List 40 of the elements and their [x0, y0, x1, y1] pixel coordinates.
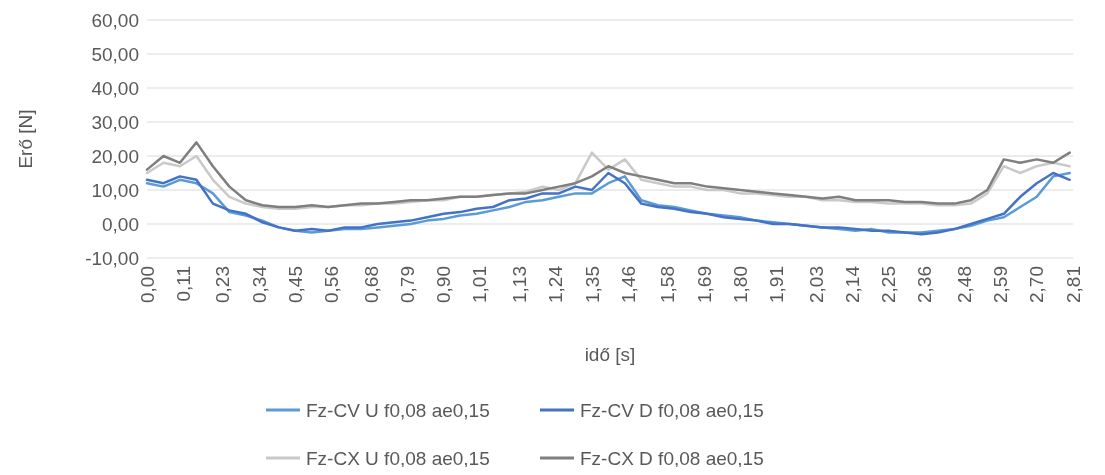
x-tick-label: 1,69 [693, 266, 715, 303]
x-tick-label: 1,35 [581, 266, 603, 303]
x-tick-label: 2,59 [990, 266, 1012, 303]
y-tick-label: 50,00 [91, 43, 139, 65]
x-tick-label: 0,90 [433, 266, 455, 303]
y-tick-label: 20,00 [91, 145, 139, 167]
legend-label: Fz-CX D f0,08 ae0,15 [580, 447, 764, 469]
x-tick-label: 2,25 [878, 266, 900, 303]
x-tick-label: 0,34 [248, 265, 270, 303]
y-tick-label: 40,00 [91, 77, 139, 99]
x-tick-label: 1,80 [729, 266, 751, 303]
y-tick-label: 30,00 [91, 111, 139, 133]
x-tick-label: 0,56 [321, 266, 343, 303]
x-tick-label: 2,81 [1062, 266, 1084, 303]
x-tick-label: 0,23 [212, 266, 234, 303]
x-tick-label: 0,79 [396, 266, 418, 303]
x-tick-label: 2,14 [841, 265, 863, 303]
x-tick-label: 1,24 [545, 265, 567, 303]
x-tick-label: 0,68 [360, 266, 382, 303]
legend-label: Fz-CX U f0,08 ae0,15 [306, 447, 490, 469]
y-tick-label: -10,00 [85, 247, 139, 269]
y-tick-label: 0,00 [102, 213, 139, 235]
x-tick-label: 0,11 [172, 266, 194, 302]
x-tick-label: 2,03 [805, 266, 827, 303]
line-series [145, 141, 1071, 209]
x-axis-title: idő [s] [584, 344, 636, 365]
x-tick-label: 0,45 [284, 266, 306, 303]
y-axis-title: Erő [N] [15, 109, 36, 169]
x-tick-label: 1,46 [617, 266, 639, 303]
x-tick-label: 2,70 [1026, 266, 1048, 303]
x-tick-label: 1,58 [657, 266, 679, 303]
x-tick-label: 2,48 [953, 266, 975, 303]
x-tick-label: 1,01 [469, 266, 491, 303]
x-tick-label: 1,13 [509, 266, 531, 303]
legend-label: Fz-CV U f0,08 ae0,15 [306, 399, 490, 421]
x-tick-label: 2,36 [914, 266, 936, 303]
x-tick-label: 1,91 [766, 266, 788, 303]
y-tick-label: 10,00 [91, 179, 139, 201]
y-tick-label: 60,00 [91, 9, 139, 31]
legend-label: Fz-CV D f0,08 ae0,15 [580, 399, 764, 421]
